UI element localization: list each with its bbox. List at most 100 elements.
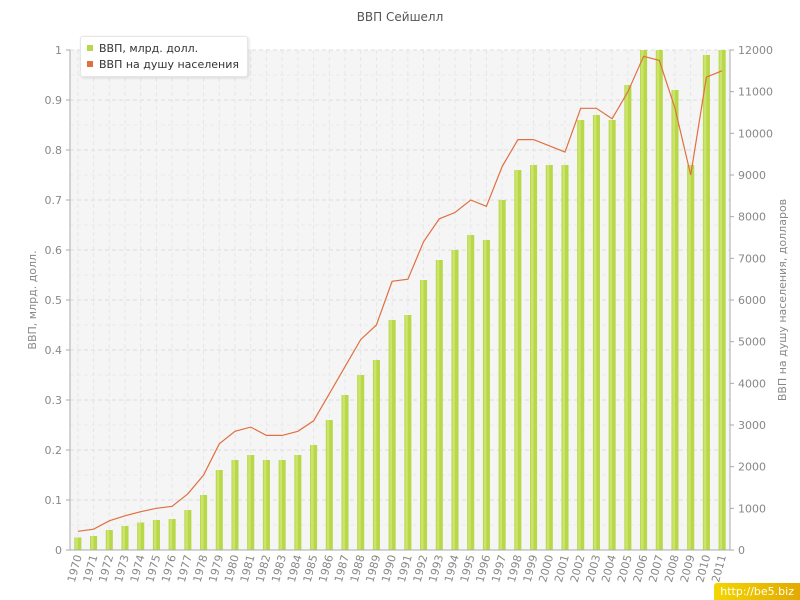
bar-highlight bbox=[578, 120, 581, 550]
bar-1980[interactable] bbox=[231, 460, 239, 550]
bar-highlight bbox=[641, 50, 644, 550]
bar-1990[interactable] bbox=[388, 320, 396, 550]
bar-1999[interactable] bbox=[530, 165, 538, 550]
bar-highlight bbox=[499, 200, 503, 550]
bar-highlight bbox=[232, 460, 235, 550]
legend-item-gdp[interactable]: ВВП, млрд. долл. bbox=[87, 40, 239, 56]
bar-highlight bbox=[546, 165, 550, 550]
right-tick-label: 1000 bbox=[738, 502, 766, 515]
bar-1993[interactable] bbox=[435, 260, 443, 550]
bar-highlight bbox=[263, 460, 267, 550]
bar-1985[interactable] bbox=[310, 445, 318, 550]
bar-highlight bbox=[515, 170, 518, 550]
bar-highlight bbox=[153, 520, 157, 550]
bar-highlight bbox=[295, 455, 298, 550]
bar-1975[interactable] bbox=[152, 520, 160, 550]
bar-1976[interactable] bbox=[168, 519, 176, 550]
bar-1997[interactable] bbox=[498, 200, 506, 550]
bar-highlight bbox=[75, 537, 78, 550]
bar-2009[interactable] bbox=[687, 165, 695, 550]
right-tick-label: 8000 bbox=[738, 211, 766, 224]
bar-1988[interactable] bbox=[357, 375, 365, 550]
bar-2006[interactable] bbox=[640, 50, 648, 550]
bar-highlight bbox=[452, 250, 455, 550]
bar-2000[interactable] bbox=[545, 165, 553, 550]
bar-1981[interactable] bbox=[247, 455, 255, 550]
right-tick-label: 4000 bbox=[738, 377, 766, 390]
legend[interactable]: ВВП, млрд. долл. ВВП на душу населения bbox=[80, 36, 248, 77]
bar-2005[interactable] bbox=[624, 85, 632, 550]
legend-item-gdp-per-capita[interactable]: ВВП на душу населения bbox=[87, 56, 239, 72]
bar-1994[interactable] bbox=[451, 250, 459, 550]
legend-label-gdp: ВВП, млрд. долл. bbox=[99, 41, 199, 55]
bar-1979[interactable] bbox=[215, 470, 223, 550]
bar-1982[interactable] bbox=[262, 460, 270, 550]
bar-highlight bbox=[719, 50, 723, 550]
bar-highlight bbox=[672, 90, 675, 550]
left-tick-label: 0.7 bbox=[45, 194, 63, 207]
bar-highlight bbox=[468, 235, 471, 550]
bar-2004[interactable] bbox=[608, 120, 616, 550]
right-tick-label: 7000 bbox=[738, 252, 766, 265]
bar-1983[interactable] bbox=[278, 460, 286, 550]
left-tick-label: 0.1 bbox=[45, 494, 63, 507]
bar-highlight bbox=[421, 280, 424, 550]
bar-highlight bbox=[609, 120, 613, 550]
right-tick-label: 11000 bbox=[738, 86, 773, 99]
right-tick-label: 2000 bbox=[738, 461, 766, 474]
gdp-per-capita-line[interactable] bbox=[77, 55, 723, 532]
bar-highlight bbox=[326, 420, 330, 550]
bar-1986[interactable] bbox=[325, 420, 333, 550]
bar-1973[interactable] bbox=[121, 526, 129, 550]
bar-1972[interactable] bbox=[105, 530, 113, 550]
bar-1991[interactable] bbox=[404, 315, 412, 550]
legend-swatch-gdp bbox=[87, 45, 93, 51]
right-tick-label: 0 bbox=[738, 544, 745, 557]
left-tick-label: 0.2 bbox=[45, 444, 63, 457]
left-tick-label: 1 bbox=[55, 44, 62, 57]
bar-1970[interactable] bbox=[74, 537, 82, 551]
bar-highlight bbox=[138, 522, 141, 550]
bar-highlight bbox=[389, 320, 393, 550]
left-tick-label: 0.8 bbox=[45, 144, 63, 157]
x-tick-labels: 1970197119721973197419751976197719781979… bbox=[65, 553, 729, 583]
left-tick-label: 0.4 bbox=[45, 344, 63, 357]
bar-2001[interactable] bbox=[561, 165, 569, 550]
right-tick-label: 6000 bbox=[738, 294, 766, 307]
left-tick-label: 0.9 bbox=[45, 94, 63, 107]
bar-1974[interactable] bbox=[137, 522, 145, 551]
right-tick-label: 10000 bbox=[738, 127, 773, 140]
bar-1978[interactable] bbox=[200, 495, 208, 550]
bar-1987[interactable] bbox=[341, 395, 349, 550]
bar-1971[interactable] bbox=[90, 536, 98, 550]
bar-1995[interactable] bbox=[467, 235, 475, 550]
right-axis-label: ВВП на душу населения, долларов bbox=[776, 199, 789, 401]
left-tick-label: 0 bbox=[55, 544, 62, 557]
watermark[interactable]: http://be5.biz bbox=[714, 583, 800, 600]
bar-highlight bbox=[593, 115, 597, 550]
bar-1989[interactable] bbox=[372, 360, 380, 550]
bar-2003[interactable] bbox=[592, 115, 600, 550]
left-tick-labels: 0 0.1 0.2 0.3 0.4 0.5 0.6 0.7 0.8 0.9 1 bbox=[45, 44, 70, 557]
bar-highlight bbox=[373, 360, 377, 550]
bar-highlight bbox=[656, 50, 660, 550]
bar-1998[interactable] bbox=[514, 170, 522, 550]
bar-highlight bbox=[405, 315, 408, 550]
bar-highlight bbox=[562, 165, 565, 550]
bar-highlight bbox=[201, 495, 204, 550]
bar-2002[interactable] bbox=[577, 120, 585, 550]
bar-1984[interactable] bbox=[294, 455, 302, 550]
bar-highlight bbox=[122, 526, 125, 550]
bar-highlight bbox=[185, 510, 188, 550]
bar-1977[interactable] bbox=[184, 510, 192, 550]
bar-2008[interactable] bbox=[671, 90, 679, 550]
bar-1996[interactable] bbox=[482, 240, 490, 550]
bar-2010[interactable] bbox=[702, 55, 710, 550]
bar-2007[interactable] bbox=[655, 50, 663, 550]
right-tick-label: 5000 bbox=[738, 336, 766, 349]
bar-highlight bbox=[688, 165, 691, 550]
bar-1992[interactable] bbox=[420, 280, 428, 550]
left-axis-label: ВВП, млрд. долл. bbox=[26, 250, 39, 349]
bar-2011[interactable] bbox=[718, 50, 726, 550]
legend-label-gdp-per-capita: ВВП на душу населения bbox=[99, 57, 239, 71]
